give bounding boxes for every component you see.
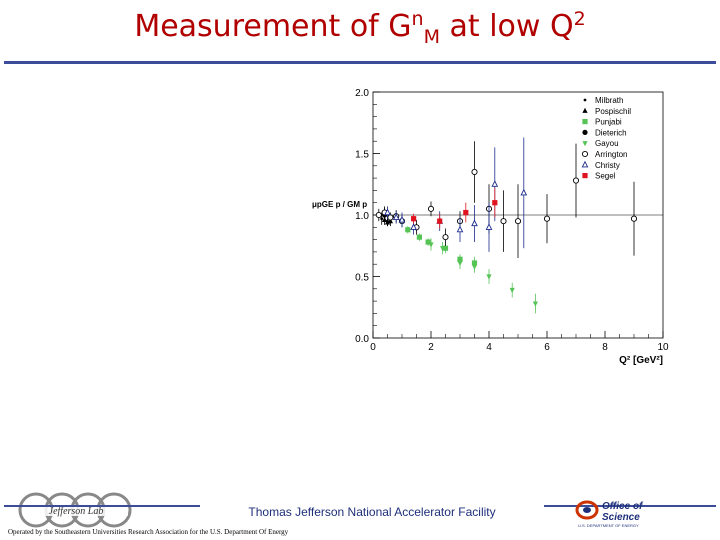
data-point (457, 260, 463, 267)
y-tick-label: 0.0 (355, 334, 369, 345)
data-point (630, 215, 638, 222)
data-point (425, 239, 431, 245)
data-point (387, 214, 394, 221)
data-point (471, 168, 478, 175)
data-point (514, 218, 522, 225)
y-axis-label: μpGE p / GM p (312, 200, 367, 209)
slide-title: Measurement of GnM at low Q2 (134, 8, 586, 48)
footer-operator-note: Operated by the Southeastern Universitie… (8, 528, 289, 536)
data-point (582, 141, 588, 147)
data-point (581, 150, 589, 158)
x-tick-label: 10 (657, 342, 669, 353)
data-point (428, 242, 434, 248)
y-tick-label: 1.0 (355, 211, 369, 222)
x-tick-label: 4 (486, 342, 492, 353)
data-point (437, 218, 443, 224)
data-point (491, 180, 499, 187)
legend-label: Gayou (595, 139, 619, 148)
jefferson-lab-logo: Jefferson Lab (18, 492, 132, 528)
x-tick-label: 0 (370, 342, 376, 353)
data-point (405, 227, 411, 233)
legend-label: Christy (595, 161, 620, 170)
x-axis-label: Q² [GeV²] (619, 355, 663, 366)
data-point (582, 173, 588, 179)
footer-facility-name: Thomas Jefferson National Accelerator Fa… (200, 505, 544, 519)
legend-label: Segel (595, 172, 616, 181)
x-tick-label: 8 (602, 342, 608, 353)
data-point (492, 200, 498, 206)
data-point (532, 301, 538, 307)
gep-gmp-ratio-chart: 0.0 0.5 1.0 1.5 2.0 0 2 4 6 8 10 Q² [GeV²] μpGE p / … (312, 88, 669, 366)
data-point (543, 215, 551, 222)
data-point (442, 245, 449, 251)
data-point (471, 264, 478, 270)
data-point (380, 217, 384, 221)
y-tick-label: 2.0 (355, 88, 369, 99)
data-point (485, 223, 493, 230)
doe-office-of-science-logo: Office of Science U.S. DEPARTMENT OF ENE… (575, 500, 644, 528)
title-rule (4, 61, 716, 64)
data-point (398, 215, 406, 223)
y-tick-label: 1.5 (355, 150, 369, 161)
data-point (572, 177, 580, 184)
legend-label: Dieterich (595, 128, 627, 137)
data-point (582, 129, 588, 135)
data-point (486, 274, 492, 280)
data-point (581, 160, 589, 168)
data-point (471, 219, 478, 227)
data-point (411, 216, 417, 222)
data-point (456, 225, 464, 233)
data-point (410, 223, 417, 230)
svg-text:Office of: Office of (602, 501, 644, 512)
data-point (375, 211, 382, 219)
legend-label: Milbrath (595, 96, 623, 105)
data-point (416, 234, 422, 240)
y-tick-label: 0.5 (355, 273, 369, 284)
x-tick-label: 2 (428, 342, 434, 353)
svg-text:Science: Science (602, 512, 640, 523)
data-point (582, 119, 588, 125)
data-point (384, 208, 391, 216)
x-tick-label: 6 (544, 342, 550, 353)
data-point (440, 246, 446, 252)
data-point (509, 287, 515, 294)
data-point (520, 188, 528, 196)
legend-label: Pospischil (595, 107, 631, 116)
data-point (392, 213, 400, 221)
legend-label: Punjabi (595, 118, 622, 127)
legend-label: Arrington (595, 150, 627, 159)
svg-text:U.S. DEPARTMENT OF ENERGY: U.S. DEPARTMENT OF ENERGY (578, 523, 639, 528)
data-point (583, 98, 587, 102)
jlab-logo-text: Jefferson Lab (49, 506, 104, 517)
data-point (463, 209, 469, 216)
data-point (582, 107, 588, 113)
data-point (427, 205, 435, 212)
data-point (500, 218, 507, 225)
data-point (442, 234, 449, 241)
